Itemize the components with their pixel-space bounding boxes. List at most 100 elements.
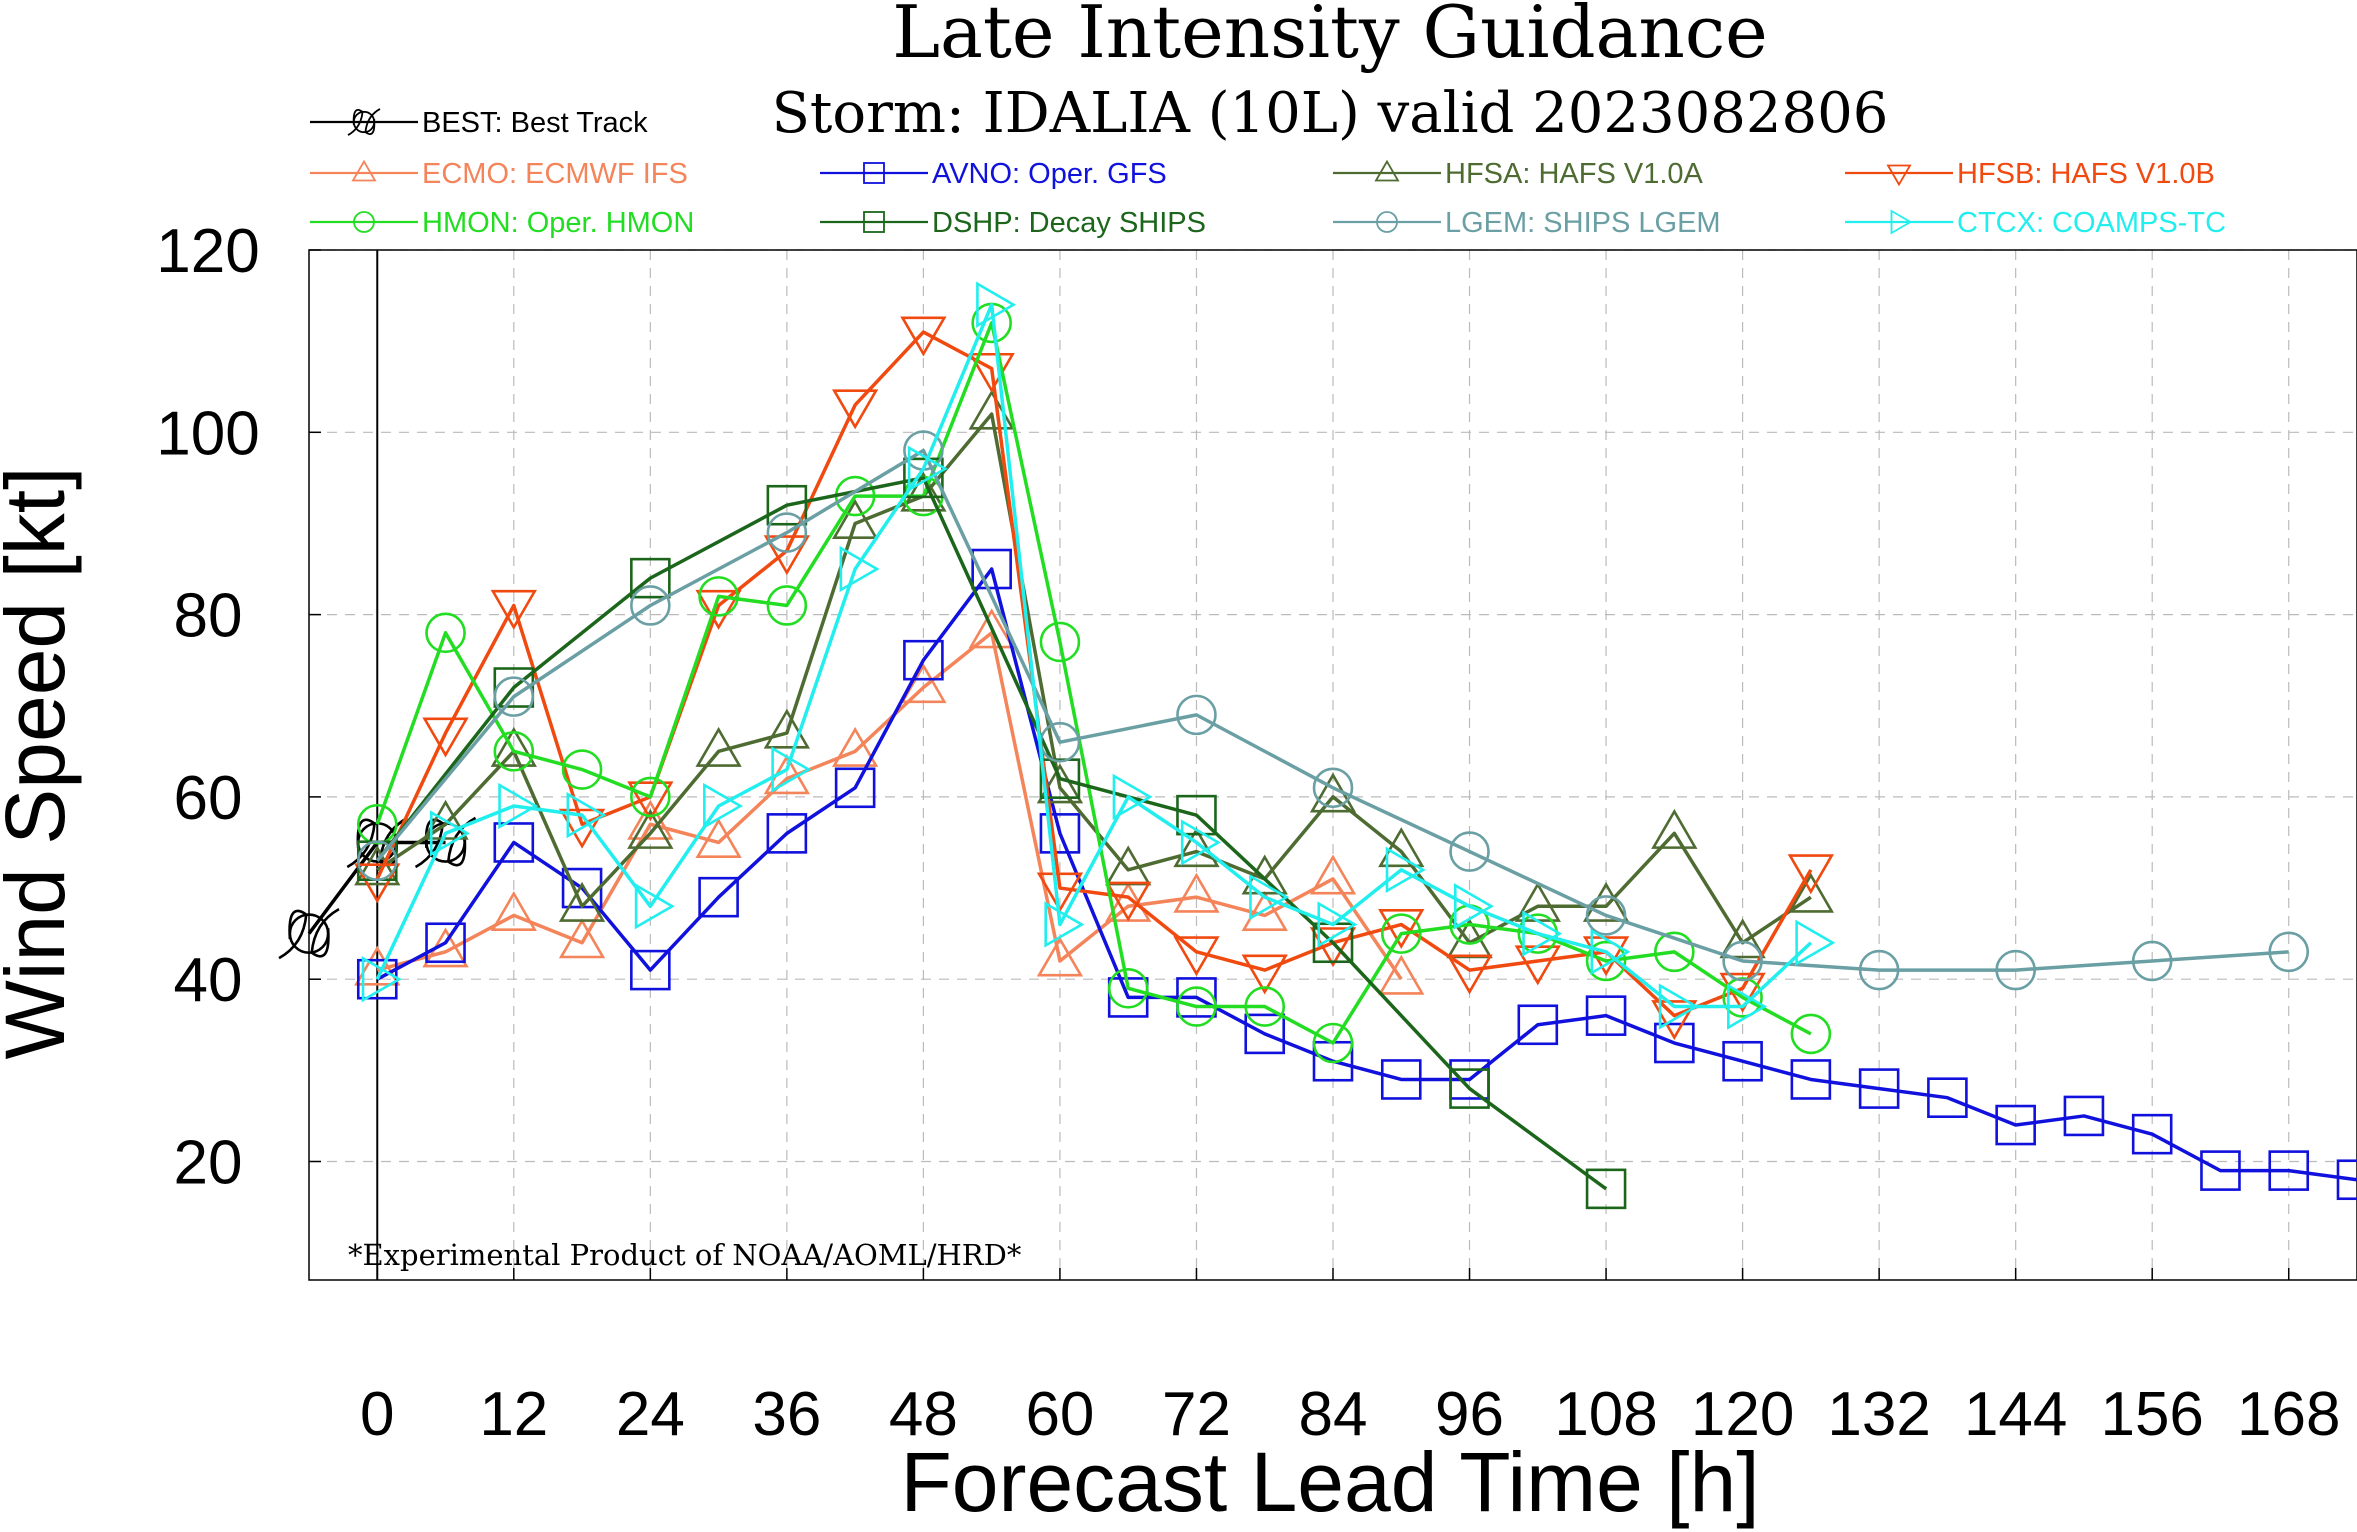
triangle-down-marker bbox=[763, 535, 811, 576]
triangle-down-marker bbox=[1446, 954, 1493, 995]
square-marker bbox=[1517, 1004, 1559, 1046]
series-lgem bbox=[356, 430, 2310, 991]
legend-label: HFSB: HAFS V1.0B bbox=[1957, 158, 2215, 190]
triangle-right-marker bbox=[1317, 901, 1358, 948]
y-tick-label: 120 bbox=[156, 217, 259, 286]
circle-marker bbox=[1585, 895, 1627, 936]
triangle-right-marker bbox=[1112, 773, 1153, 821]
triangle-down-marker bbox=[354, 863, 401, 904]
triangle-down-marker bbox=[627, 781, 674, 822]
x-tick-label: 168 bbox=[2237, 1380, 2340, 1449]
series-avno bbox=[356, 548, 2357, 1201]
square-marker bbox=[1039, 813, 1081, 854]
triangle-up-marker bbox=[1787, 872, 1835, 913]
triangle-up-marker bbox=[900, 663, 947, 704]
circle-marker bbox=[630, 776, 671, 818]
x-tick-label: 144 bbox=[1964, 1380, 2067, 1449]
circle-marker bbox=[1312, 1022, 1354, 1064]
triangle-up-marker bbox=[831, 499, 879, 540]
legend-label: DSHP: Decay SHIPS bbox=[932, 207, 1206, 239]
square-marker bbox=[356, 958, 398, 1000]
triangle-up-marker bbox=[422, 799, 469, 840]
experimental-note: *Experimental Product of NOAA/AOML/HRD* bbox=[348, 1238, 1022, 1272]
triangle-up-marker bbox=[558, 881, 606, 922]
legend-label: AVNO: Oper. GFS bbox=[932, 158, 1167, 190]
y-tick-label: 20 bbox=[174, 1129, 243, 1198]
triangle-right-marker bbox=[1249, 874, 1290, 921]
square-marker bbox=[1585, 1168, 1627, 1210]
triangle-up-marker bbox=[695, 818, 742, 859]
triangle-right-marker bbox=[1385, 846, 1426, 893]
triangle-up-marker bbox=[1241, 890, 1288, 931]
triangle-down-marker bbox=[695, 589, 742, 630]
triangle-down-marker bbox=[1105, 881, 1152, 922]
triangle-up-marker bbox=[490, 890, 537, 931]
square-marker bbox=[630, 557, 671, 599]
axis-ticks: 0 12 24 36 48 60 72 84 96 108 120 132 144 156 168 20 40 6… bbox=[156, 217, 2340, 1449]
circle-marker bbox=[356, 840, 398, 882]
series-line bbox=[375, 476, 1608, 1191]
x-axis-label: Forecast Lead Time [h] bbox=[900, 1435, 1759, 1529]
series-line bbox=[376, 631, 1403, 981]
circle-marker bbox=[766, 585, 808, 626]
square-marker bbox=[971, 548, 1012, 590]
circle-marker bbox=[766, 512, 808, 553]
square-marker bbox=[766, 813, 808, 854]
legend-label: HMON: Oper. HMON bbox=[422, 207, 694, 239]
x-tick-label: 120 bbox=[1691, 1380, 1794, 1449]
circle-marker bbox=[356, 803, 398, 845]
square-marker bbox=[903, 457, 944, 499]
square-marker bbox=[1380, 1059, 1422, 1100]
circle-marker bbox=[1722, 977, 1763, 1018]
triangle-up-marker bbox=[354, 945, 401, 986]
triangle-right-marker bbox=[1044, 901, 1085, 948]
circle-marker bbox=[1244, 986, 1286, 1027]
triangle-up-marker bbox=[1036, 763, 1084, 804]
square-marker bbox=[493, 822, 535, 863]
series-line bbox=[375, 302, 1813, 1009]
square-marker bbox=[903, 639, 944, 681]
square-marker bbox=[1858, 1068, 1900, 1109]
square-marker bbox=[1585, 995, 1627, 1036]
square-marker bbox=[1039, 758, 1081, 799]
square-marker bbox=[863, 211, 885, 233]
square-marker bbox=[493, 667, 535, 708]
square-marker bbox=[1995, 1104, 2036, 1146]
triangle-up-marker bbox=[1719, 918, 1766, 959]
legend-item: HFSA: HAFS V1.0A bbox=[1333, 158, 1704, 190]
triangle-right-marker bbox=[1522, 910, 1563, 957]
circle-marker bbox=[1380, 913, 1422, 954]
triangle-up-marker bbox=[1241, 854, 1288, 895]
x-tick-label: 72 bbox=[1162, 1380, 1231, 1449]
y-tick-label: 60 bbox=[174, 764, 243, 833]
triangle-right-marker bbox=[1658, 983, 1699, 1030]
legend-item: HMON: Oper. HMON bbox=[310, 207, 694, 239]
triangle-right-marker bbox=[1795, 919, 1836, 966]
circle-marker bbox=[2131, 940, 2173, 982]
triangle-right-marker bbox=[1453, 883, 1494, 930]
triangle-right-marker bbox=[839, 545, 880, 593]
series-ctcx bbox=[361, 281, 1836, 1030]
circle-marker bbox=[1039, 621, 1081, 663]
triangle-up-marker bbox=[1309, 854, 1357, 895]
legend-label: HFSA: HAFS V1.0A bbox=[1445, 158, 1704, 190]
square-marker bbox=[2063, 1095, 2105, 1137]
series-line bbox=[376, 567, 2357, 1182]
legend-label: CTCX: COAMPS-TC bbox=[1957, 207, 2226, 239]
triangle-up-marker bbox=[1374, 159, 1400, 182]
triangle-right-marker bbox=[771, 746, 812, 793]
x-tick-label: 108 bbox=[1554, 1380, 1657, 1449]
hurricane-symbol-eye bbox=[352, 110, 376, 134]
triangle-right-marker bbox=[634, 883, 675, 930]
triangle-right-marker bbox=[429, 810, 470, 857]
square-marker bbox=[698, 876, 739, 918]
circle-marker bbox=[493, 731, 535, 772]
y-tick-label: 100 bbox=[156, 399, 259, 468]
triangle-up-marker bbox=[490, 726, 537, 767]
legend-item: BEST: Best Track bbox=[310, 107, 648, 139]
circle-marker bbox=[630, 585, 671, 626]
triangle-down-marker bbox=[831, 389, 879, 430]
x-tick-label: 156 bbox=[2100, 1380, 2203, 1449]
plot-frame bbox=[308, 249, 2357, 1281]
circle-marker bbox=[425, 612, 466, 654]
